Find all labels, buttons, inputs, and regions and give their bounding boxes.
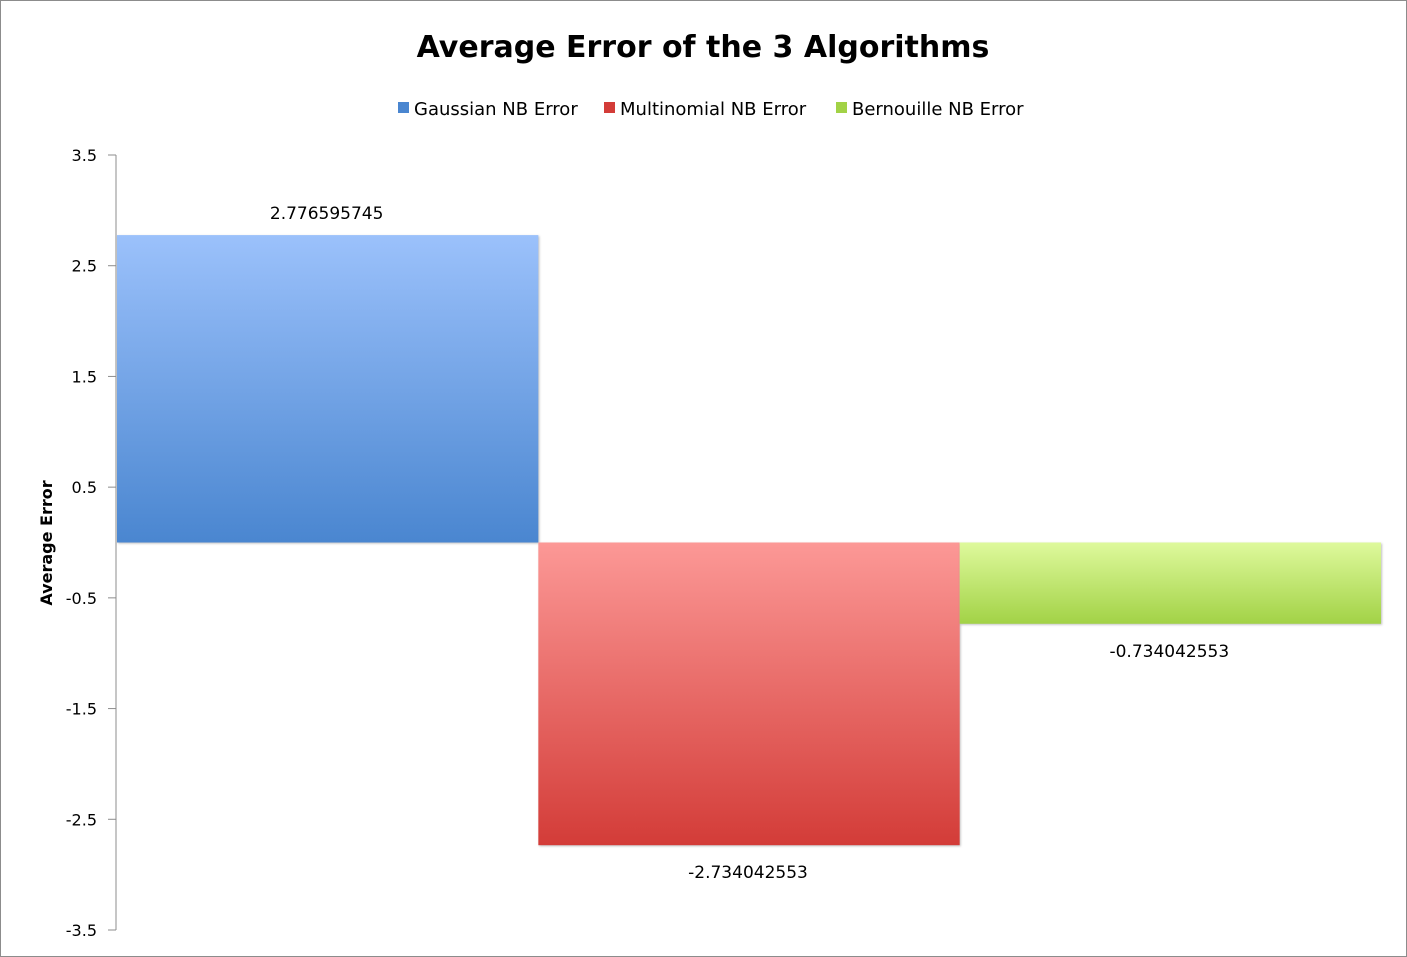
y-tick-label: 1.5	[72, 367, 97, 386]
data-label: -2.734042553	[688, 863, 808, 883]
legend-swatch	[836, 102, 847, 113]
legend-label: Multinomial NB Error	[620, 99, 807, 120]
y-tick-label: 3.5	[72, 146, 97, 165]
y-tick-label: -2.5	[66, 810, 97, 829]
bar-bernouille-nb-error	[959, 542, 1381, 624]
y-tick-label: -3.5	[66, 921, 97, 940]
legend: Gaussian NB Error Multinomial NB Error Ber…	[398, 99, 1024, 120]
chart-title: Average Error of the 3 Algorithms	[417, 30, 990, 65]
data-label: -0.734042553	[1109, 642, 1229, 662]
bar-gaussian-nb-error	[117, 235, 539, 543]
y-tick-label: -0.5	[66, 589, 97, 608]
y-tick-label: 2.5	[72, 257, 97, 276]
data-label: 2.776595745	[270, 204, 384, 224]
data-labels: 2.776595745 -2.734042553 -0.734042553	[270, 204, 1229, 883]
legend-label: Gaussian NB Error	[414, 99, 578, 120]
legend-label: Bernouille NB Error	[852, 99, 1024, 120]
bar-multinomial-nb-error	[538, 542, 960, 846]
y-axis: 3.5 2.5 1.5 0.5 -0.5 -1.5 -2.5 -3.5	[66, 146, 117, 940]
y-tick-label: 0.5	[72, 478, 97, 497]
y-tick-label: -1.5	[66, 700, 97, 719]
legend-swatch	[398, 102, 409, 113]
legend-swatch	[604, 102, 615, 113]
y-axis-title: Average Error	[37, 480, 56, 605]
bars	[117, 235, 1381, 846]
